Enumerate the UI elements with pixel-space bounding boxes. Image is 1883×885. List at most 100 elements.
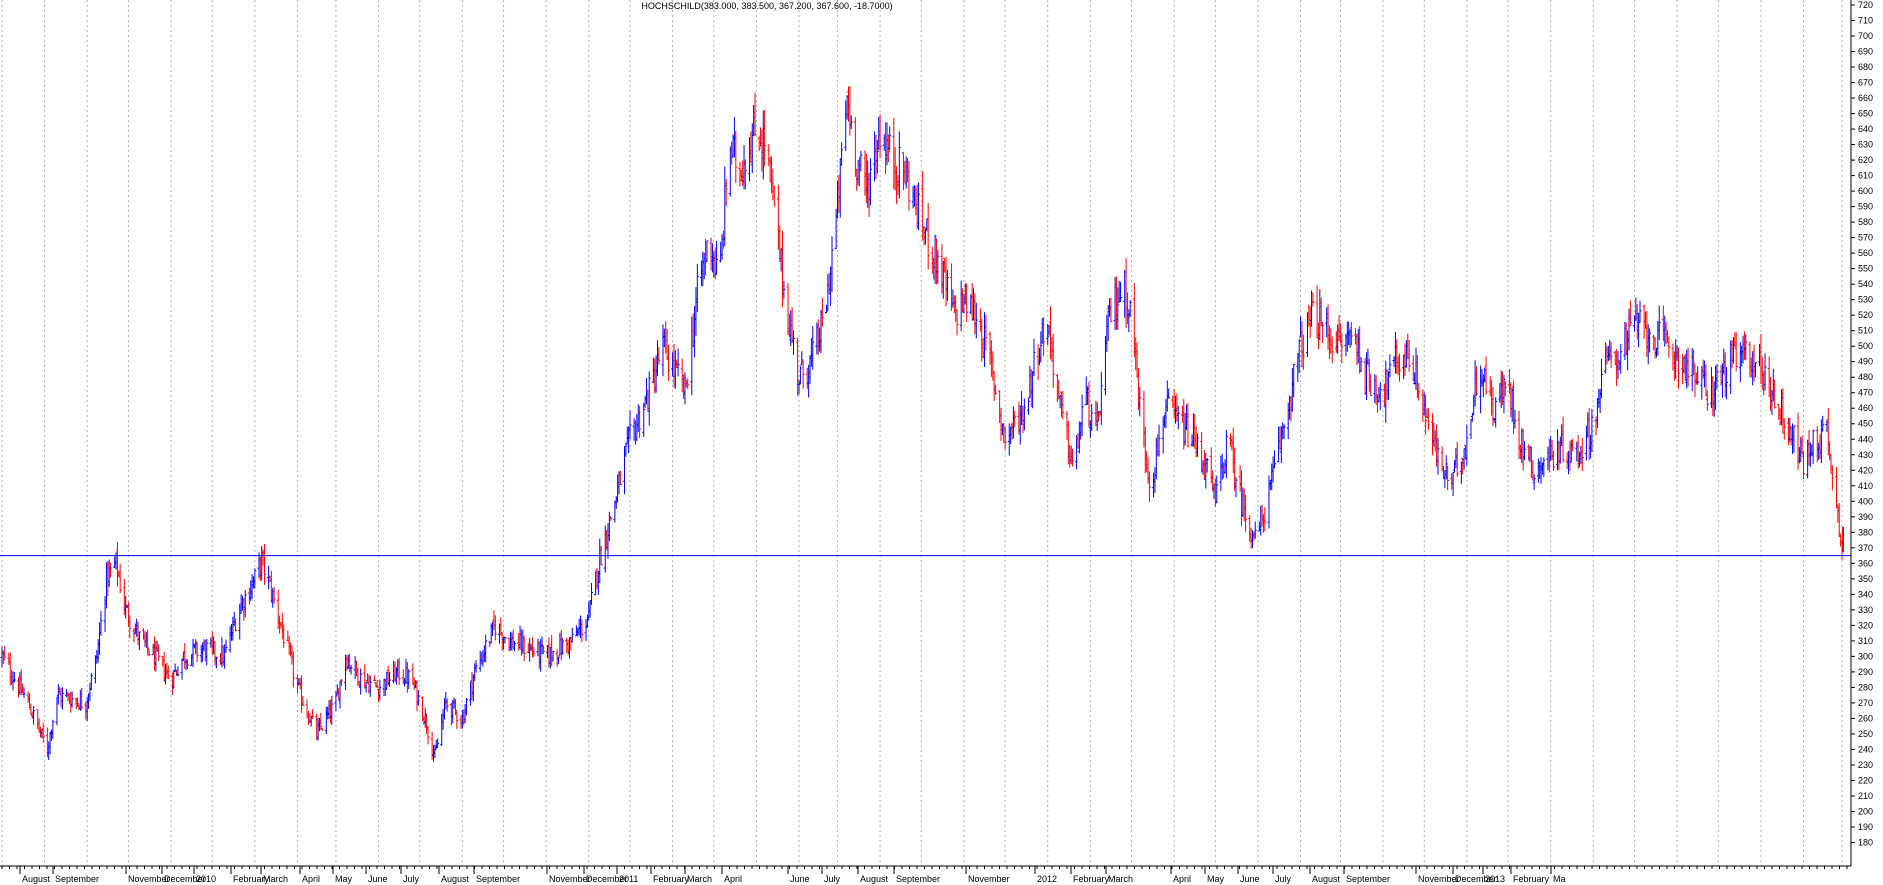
ohlc-bar (734, 130, 738, 183)
ohlc-bar (118, 563, 122, 594)
ohlc-bar (51, 719, 55, 739)
ohlc-bar (1734, 331, 1738, 372)
y-tick-label: 290 (1858, 667, 1873, 677)
y-tick-label: 430 (1858, 450, 1873, 460)
ohlc-bar (647, 371, 651, 426)
ohlc-bar (801, 360, 805, 389)
ohlc-bar (1455, 441, 1459, 477)
ohlc-bar (753, 92, 757, 136)
ohlc-bar (311, 709, 315, 719)
ohlc-bar (436, 738, 440, 749)
y-tick-label: 460 (1858, 403, 1873, 413)
ohlc-bar (1020, 391, 1024, 426)
x-tick-label: February (1073, 874, 1110, 884)
ohlc-bar (1369, 373, 1373, 397)
ohlc-bar (1224, 430, 1228, 479)
ohlc-bar (1398, 353, 1402, 382)
y-tick-label: 550 (1858, 264, 1873, 274)
ohlc-bar (186, 659, 190, 669)
y-tick-label: 190 (1858, 822, 1873, 832)
ohlc-bar (502, 636, 506, 650)
ohlc-bar (628, 410, 632, 440)
ohlc-bar (224, 639, 228, 653)
ohlc-bar (1600, 358, 1604, 399)
x-tick-label: August (441, 874, 470, 884)
ohlc-bar (128, 615, 132, 639)
chart-title: HOCHSCHILD(383.000, 383.500, 367.200, 36… (641, 1, 892, 11)
ohlc-bar (1821, 415, 1825, 432)
y-tick-label: 220 (1858, 775, 1873, 785)
y-tick-label: 240 (1858, 744, 1873, 754)
ohlc-bar (1186, 403, 1190, 448)
x-tick-label: 2011 (619, 874, 638, 884)
ohlc-bar (1619, 344, 1623, 374)
ohlc-bar (1026, 397, 1030, 415)
ohlc-bar (676, 348, 680, 377)
x-tick-label: September (476, 874, 520, 884)
ohlc-bar (557, 656, 561, 665)
ohlc-bar (157, 644, 161, 662)
ohlc-bar (1253, 521, 1257, 539)
ohlc-bar (897, 131, 901, 199)
x-tick-label: December (1455, 874, 1497, 884)
x-tick-label: June (1240, 874, 1260, 884)
ohlc-bar (1032, 338, 1036, 377)
y-tick-label: 320 (1858, 620, 1873, 630)
ohlc-bar (570, 627, 574, 643)
ohlc-bar (407, 669, 411, 690)
ohlc-bar (426, 725, 430, 745)
ohlc-bar (1715, 364, 1719, 390)
ohlc-bar (41, 722, 45, 743)
y-tick-label: 470 (1858, 388, 1873, 398)
y-tick-label: 330 (1858, 605, 1873, 615)
ohlc-bar (32, 705, 36, 725)
x-tick-label: July (1275, 874, 1292, 884)
y-tick-label: 480 (1858, 372, 1873, 382)
y-tick-label: 540 (1858, 279, 1873, 289)
ohlc-bar (1696, 366, 1700, 385)
ohlc-bar (853, 117, 857, 177)
ohlc-bar (945, 269, 949, 301)
ohlc-bar (1484, 356, 1488, 395)
ohlc-bar (484, 634, 488, 663)
ohlc-bar (824, 304, 828, 314)
ohlc-bar (888, 126, 892, 151)
ohlc-bar (618, 470, 622, 486)
ohlc-bar (1835, 467, 1839, 509)
ohlc-bar (912, 185, 916, 207)
ohlc-bar (378, 679, 382, 701)
ohlc-bar (926, 203, 930, 270)
ohlc-bar (772, 185, 776, 207)
ohlc-bar (974, 302, 978, 339)
y-tick-label: 280 (1858, 682, 1873, 692)
ohlc-bar (1057, 379, 1061, 400)
ohlc-bar (1321, 322, 1325, 344)
x-tick-label: June (368, 874, 388, 884)
ohlc-bar (1244, 494, 1248, 532)
ohlc-bar (301, 695, 305, 706)
ohlc-bar (1465, 424, 1469, 466)
ohlc-bar (715, 240, 719, 275)
ohlc-bar (1426, 407, 1430, 430)
ohlc-bar (1176, 405, 1180, 430)
ohlc-bar (1609, 341, 1613, 369)
ohlc-bar (1523, 441, 1527, 461)
x-tick-label: March (1108, 874, 1133, 884)
x-tick-label: February (233, 874, 270, 884)
ohlc-bar (955, 309, 959, 336)
y-tick-label: 410 (1858, 481, 1873, 491)
x-tick-label: April (1173, 874, 1191, 884)
ohlc-bar (657, 346, 661, 365)
ohlc-bar (683, 372, 687, 405)
ohlc-bar (695, 263, 699, 312)
ohlc-bar (875, 140, 879, 174)
ohlc-bar (1503, 381, 1507, 397)
ohlc-bar (70, 691, 74, 708)
ohlc-bar (994, 384, 998, 395)
ohlc-bar (1128, 300, 1132, 318)
y-tick-label: 310 (1858, 636, 1873, 646)
ohlc-bar (666, 344, 670, 381)
ohlc-bar (375, 679, 379, 688)
ohlc-bar (1502, 375, 1506, 414)
ohlc-bar (455, 710, 459, 730)
